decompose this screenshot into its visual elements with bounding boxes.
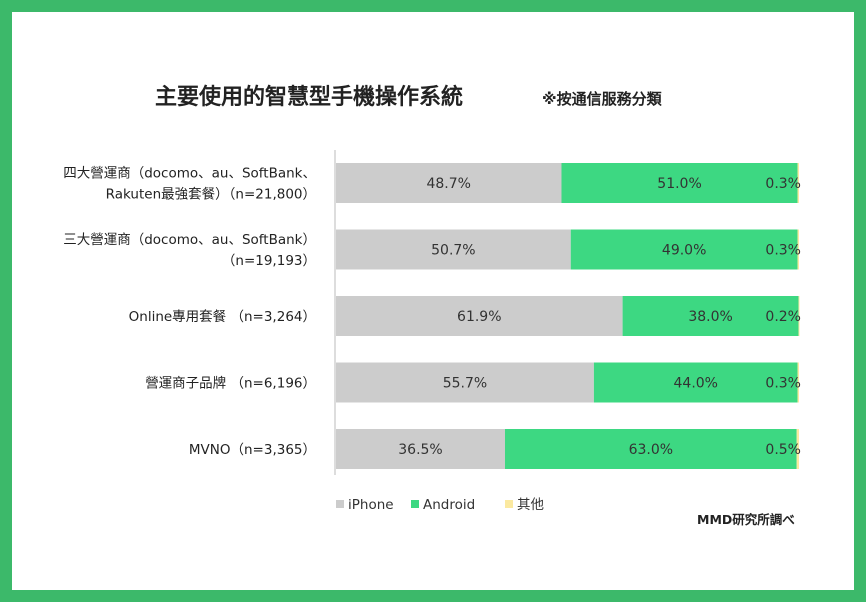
category-label-3: Online專用套餐 （n=3,264） [129,309,316,325]
data-label-3-row-5: 0.5% [765,442,801,458]
bar-3-row-5 [796,429,799,469]
data-label-3-row-2: 0.3% [765,243,801,259]
bar-3-row-2 [797,229,799,270]
bar-2-row-2 [570,229,798,270]
bar-1-row-2 [336,229,571,270]
data-label-2-row-3: 38.0% [688,309,732,325]
bar-2-row-5 [504,429,797,469]
bar-1-row-3 [336,296,623,336]
bar-3-row-1 [797,163,799,203]
legend: iPhone Android 其他 [336,497,544,513]
category-label-1-line-1: 四大營運商（docomo、au、SoftBank、 [63,166,316,182]
legend-swatch-1 [336,500,344,508]
category-labels: 四大營運商（docomo、au、SoftBank、 Rakuten最強套餐）（n=… [63,166,316,459]
bars-group: 48.7% 51.0% 0.3% 50.7% 49.0% 0.3% 61.9% 38.0% 0.… [336,163,801,469]
bar-2-row-3 [622,296,799,336]
data-label-2-row-4: 44.0% [674,376,718,392]
source-note: MMD研究所調べ [697,512,795,527]
legend-swatch-3 [505,500,513,508]
bar-3-row-4 [797,362,799,403]
data-label-1-row-2: 50.7% [431,243,475,259]
data-label-3-row-1: 0.3% [765,176,801,192]
bar-1-row-4 [336,362,594,403]
data-label-2-row-1: 51.0% [657,176,701,192]
bar-1-row-1 [336,163,562,203]
category-label-2-line-2: （n=19,193） [222,253,316,269]
bar-1-row-5 [336,429,505,469]
legend-label-2: Android [423,497,475,513]
category-label-5: MVNO（n=3,365） [189,442,316,458]
category-label-2-line-1: 三大營運商（docomo、au、SoftBank） [63,232,316,248]
data-label-1-row-1: 48.7% [426,176,470,192]
data-label-2-row-2: 49.0% [662,243,706,259]
legend-label-1: iPhone [348,497,394,513]
bar-2-row-1 [561,163,798,203]
data-label-1-row-4: 55.7% [443,376,487,392]
data-label-2-row-5: 63.0% [629,442,673,458]
chart-subtitle: ※按通信服務分類 [542,90,663,108]
chart-title: 主要使用的智慧型手機操作系統 [155,84,463,110]
legend-label-3: 其他 [517,497,544,513]
data-label-1-row-5: 36.5% [398,442,442,458]
legend-swatch-2 [411,500,419,508]
data-label-1-row-3: 61.9% [457,309,501,325]
bar-2-row-4 [593,362,798,403]
category-label-1-line-2: Rakuten最強套餐）（n=21,800） [106,187,316,203]
data-label-3-row-4: 0.3% [765,376,801,392]
category-label-4: 營運商子品牌 （n=6,196） [145,375,316,392]
data-label-3-row-3: 0.2% [765,309,801,325]
bar-3-row-3 [798,296,800,336]
